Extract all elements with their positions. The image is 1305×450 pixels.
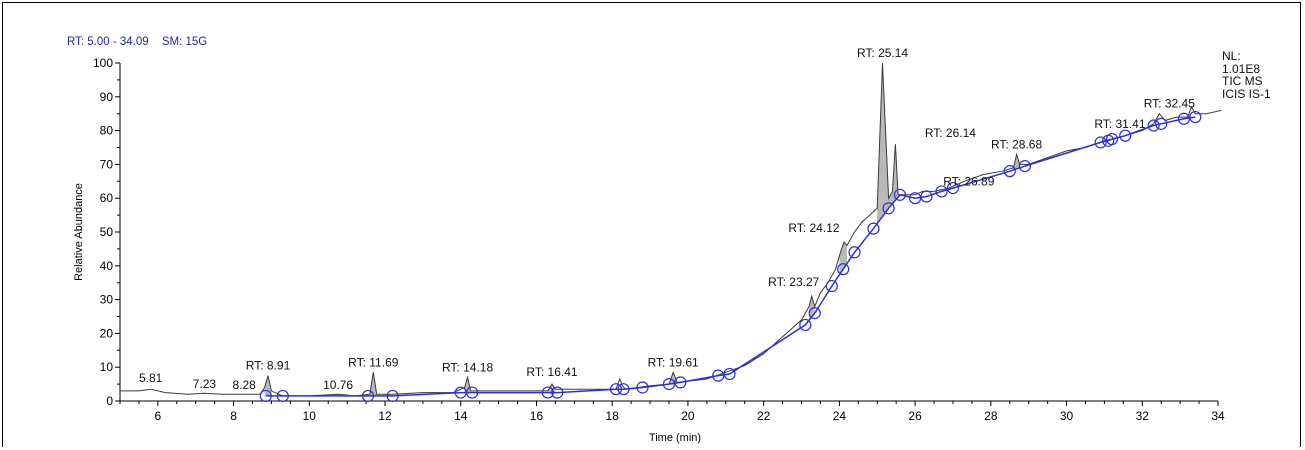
baseline-marker <box>1147 119 1160 132</box>
peak-label: RT: 8.91 <box>246 359 291 373</box>
scan-type-label: TIC MS <box>1222 74 1263 88</box>
x-tick-label: 10 <box>303 409 317 423</box>
y-tick-label: 10 <box>100 360 114 374</box>
peak-fill <box>1013 154 1020 170</box>
peak-fills <box>264 63 1020 396</box>
baseline-marker <box>466 386 479 399</box>
baseline-line <box>265 116 1196 397</box>
chart-header: RT: 5.00 - 34.09 SM: 15G <box>67 36 217 48</box>
axes: 0 10 20 30 40 50 60 70 80 90 100 6 8 10 12 14 16 18 20 22 24… <box>93 56 1225 423</box>
y-tick-label: 20 <box>100 326 114 340</box>
trace-layer <box>120 62 1222 397</box>
x-tick-label: 30 <box>1060 409 1074 423</box>
peak-labels: 5.81 7.23 8.28 RT: 8.91 10.76 RT: 11.69 RT: 14… <box>139 46 1195 392</box>
y-tick-label: 0 <box>106 394 113 408</box>
baseline-marker <box>723 367 736 381</box>
y-tick-label: 90 <box>100 90 114 104</box>
y-tick-label: 30 <box>100 293 114 307</box>
x-tick-label: 16 <box>530 409 544 423</box>
tic-trace-line <box>120 62 1222 397</box>
peak-label: RT: 32.45 <box>1144 97 1195 111</box>
x-axis-label: Time (min) <box>649 432 701 444</box>
baseline-marker <box>825 279 838 293</box>
baseline-marker <box>1018 159 1032 173</box>
baseline-marker <box>1003 165 1016 178</box>
y-tick-label: 50 <box>100 225 114 239</box>
baseline-marker <box>541 386 554 399</box>
baseline-marker <box>946 181 960 195</box>
smoothing-label: SM: 15G <box>161 36 208 48</box>
baseline-marker <box>808 307 821 320</box>
rt-range-label: RT: 5.00 - 34.09 <box>67 36 149 48</box>
baseline-marker <box>617 383 630 396</box>
peak-label: 5.81 <box>139 371 163 385</box>
x-tick-label: 28 <box>984 409 998 423</box>
baseline-marker <box>259 389 272 403</box>
peak-label: RT: 16.41 <box>526 365 577 379</box>
baseline-marker <box>1155 117 1168 130</box>
baseline-marker <box>276 389 289 403</box>
x-tick-label: 6 <box>155 409 162 423</box>
peak-label: RT: 25.14 <box>857 46 908 60</box>
baseline-marker <box>848 246 861 259</box>
y-axis-label: Relative Abundance <box>73 183 85 281</box>
baseline-marker <box>1105 132 1119 146</box>
x-tick-label: 34 <box>1211 409 1225 423</box>
y-tick-label: 40 <box>100 259 114 273</box>
baseline-marker <box>1189 110 1202 124</box>
peak-label: RT: 23.27 <box>768 275 819 289</box>
baseline-marker <box>935 185 948 198</box>
x-tick-label: 18 <box>606 409 620 423</box>
peak-label: RT: 14.18 <box>442 360 493 374</box>
baseline-marker <box>636 381 649 394</box>
baseline-marker <box>867 222 880 235</box>
baseline-marker <box>837 263 850 276</box>
x-tick-label: 26 <box>908 409 922 423</box>
peak-fill <box>369 372 377 396</box>
baseline-marker <box>893 188 907 201</box>
baseline-marker <box>361 389 375 403</box>
nl-label: NL: <box>1222 49 1241 63</box>
peak-label: RT: 26.14 <box>925 126 976 140</box>
x-tick-label: 32 <box>1136 409 1150 423</box>
baseline-marker <box>386 389 399 403</box>
peak-fill <box>464 377 471 393</box>
peak-label: 8.28 <box>233 378 257 392</box>
nl-value: 1.01E8 <box>1222 61 1261 76</box>
y-tick-label: 80 <box>100 124 114 138</box>
x-tick-label: 14 <box>454 409 468 423</box>
y-tick-label: 60 <box>100 191 114 205</box>
sample-label: ICIS IS-1 <box>1222 86 1271 101</box>
baseline-marker <box>1094 136 1107 149</box>
baseline-marker <box>799 318 812 332</box>
peak-label: 7.23 <box>193 377 217 391</box>
peak-label: 10.76 <box>323 378 353 392</box>
baseline-marker <box>674 376 687 389</box>
peak-label: RT: 28.68 <box>991 137 1042 151</box>
x-tick-label: 20 <box>681 409 695 423</box>
baseline-marker <box>609 383 623 396</box>
peak-label: RT: 11.69 <box>348 355 399 369</box>
baseline-marker <box>882 202 895 215</box>
peak-label: RT: 31.41 <box>1094 117 1145 131</box>
normalization-block: NL: 1.01E8 TIC MS ICIS IS-1 <box>1222 50 1271 100</box>
y-tick-label: 70 <box>100 157 114 171</box>
peak-label: RT: 19.61 <box>648 355 699 369</box>
peak-label: RT: 24.12 <box>788 221 839 235</box>
x-tick-label: 12 <box>378 409 392 423</box>
baseline-layer <box>259 110 1202 403</box>
x-tick-label: 8 <box>230 409 237 423</box>
y-tick-label: 100 <box>93 56 113 70</box>
baseline-marker <box>920 190 933 203</box>
x-tick-label: 24 <box>833 409 847 423</box>
baseline-marker <box>1119 129 1132 142</box>
x-tick-label: 22 <box>757 409 771 423</box>
peak-label: RT: 26.89 <box>943 174 994 188</box>
baseline-marker <box>551 386 564 399</box>
